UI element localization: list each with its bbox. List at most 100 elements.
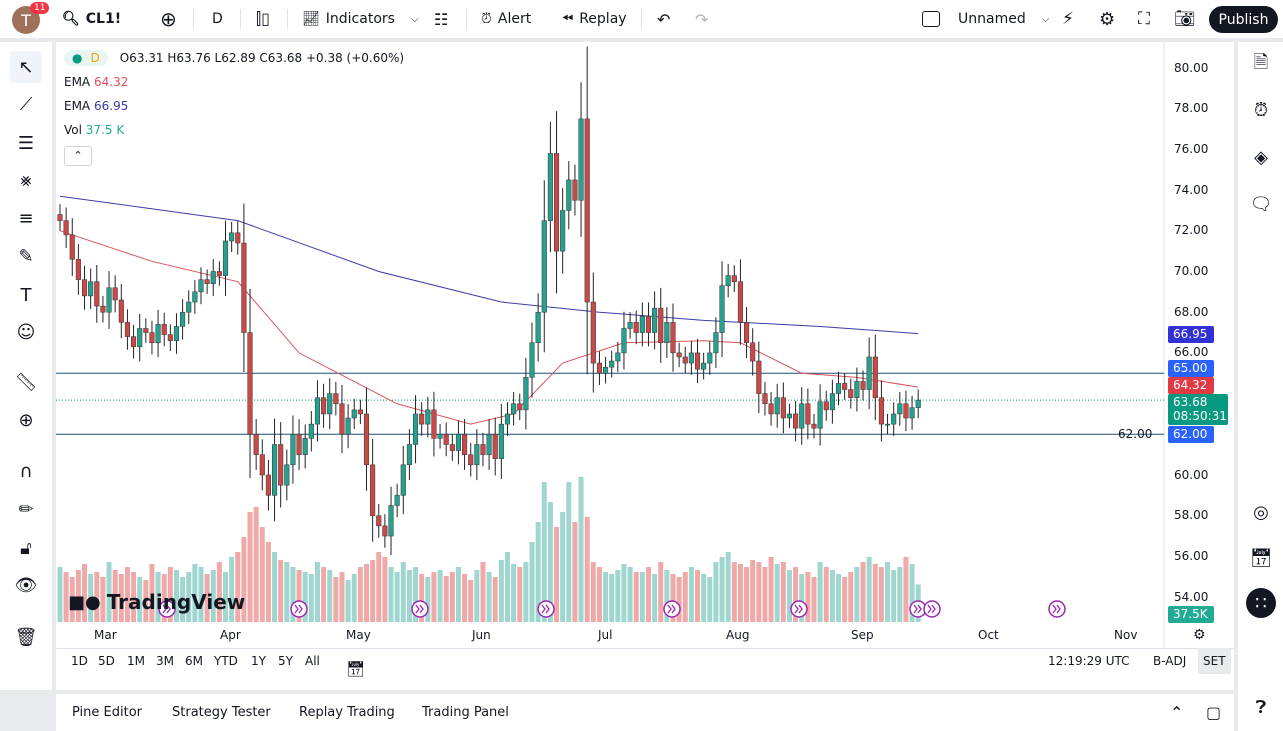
prediction-tool[interactable]: ≡ bbox=[10, 202, 42, 234]
pattern-tool[interactable]: ⨳ bbox=[10, 164, 42, 196]
layers-button[interactable]: ◈ bbox=[1246, 142, 1276, 172]
candle-body bbox=[835, 383, 842, 394]
quick-search-button[interactable]: ⚡︎ bbox=[1062, 0, 1074, 38]
apps-button[interactable]: ∷ bbox=[1246, 588, 1276, 618]
tab-strategy-tester[interactable]: Strategy Tester bbox=[172, 705, 271, 720]
stay-drawing-tool[interactable]: ✏︎ bbox=[10, 493, 42, 525]
tab-trading-panel[interactable]: Trading Panel bbox=[422, 705, 509, 720]
candle-body bbox=[173, 326, 180, 341]
volume-bar bbox=[842, 577, 848, 622]
candle-body bbox=[547, 153, 553, 221]
candle-body bbox=[118, 299, 124, 323]
candle-body bbox=[842, 383, 848, 390]
layout-menu[interactable]: Unnamed ⌵ bbox=[922, 0, 1049, 38]
candle-body bbox=[615, 352, 621, 362]
range-ytd[interactable]: YTD bbox=[214, 654, 238, 668]
y-tick-label: 68.00 bbox=[1174, 304, 1209, 319]
tradingview-logo[interactable]: ■● TradingView bbox=[68, 590, 246, 614]
compare-button[interactable]: ⊕ bbox=[160, 0, 177, 38]
market-status[interactable]: ● D bbox=[64, 50, 108, 66]
chart-type-button[interactable]: ⫿▯ bbox=[256, 0, 270, 38]
alert-button[interactable]: ⏰︎ Alert bbox=[481, 11, 532, 27]
volume-legend[interactable]: Vol 37.5 K bbox=[64, 123, 125, 137]
interval-button[interactable]: D bbox=[212, 11, 223, 27]
symbol-search[interactable]: 🔍︎ CL1! bbox=[62, 11, 122, 27]
candle-body bbox=[382, 525, 388, 537]
maximize-panel-button[interactable]: ▢ bbox=[1206, 694, 1221, 731]
icon-tool[interactable]: ☺ bbox=[10, 316, 42, 348]
y-tick-label: 60.00 bbox=[1174, 467, 1209, 482]
candle-body bbox=[658, 307, 664, 343]
calendar-button[interactable]: 📅︎ bbox=[1246, 543, 1276, 573]
templates-button[interactable]: ☷ bbox=[434, 0, 448, 38]
range-5d[interactable]: 5D bbox=[98, 654, 115, 668]
help-button[interactable]: ❓︎ bbox=[1246, 692, 1276, 722]
candle-body bbox=[186, 301, 192, 313]
hide-tool[interactable]: 👁︎ bbox=[10, 569, 42, 601]
publish-button[interactable]: Publish bbox=[1209, 6, 1278, 33]
event-arrow-icon bbox=[913, 604, 922, 614]
redo-button[interactable]: ↷ bbox=[695, 0, 708, 38]
brush-tool[interactable]: ✎ bbox=[10, 240, 42, 272]
chevron-down-icon: ⌵ bbox=[1041, 13, 1050, 25]
ema1-legend[interactable]: EMA 64.32 bbox=[64, 75, 129, 89]
lock-tool[interactable]: 🔓︎ bbox=[10, 532, 42, 564]
measure-tool[interactable]: 📏︎ bbox=[10, 366, 42, 398]
replay-button[interactable]: ⏪︎ Replay bbox=[562, 11, 627, 27]
candle-body bbox=[400, 464, 406, 496]
clock[interactable]: 12:19:29 UTC bbox=[1048, 654, 1130, 668]
remove-drawings[interactable]: 🗑︎ bbox=[10, 621, 42, 653]
candle-body bbox=[302, 438, 308, 455]
candle-body bbox=[229, 232, 235, 242]
watchlist-button[interactable]: 🗎︎ bbox=[1246, 50, 1276, 80]
alerts-button[interactable]: ⏰︎ bbox=[1246, 95, 1276, 125]
range-6m[interactable]: 6M bbox=[185, 654, 203, 668]
indicators-button[interactable]: 📈︎ Indicators ⌵ bbox=[302, 11, 419, 27]
price-chart[interactable] bbox=[56, 42, 1234, 690]
range-1d[interactable]: 1D bbox=[71, 654, 88, 668]
volume-bar bbox=[535, 522, 541, 622]
tab-replay-trading[interactable]: Replay Trading bbox=[299, 705, 395, 720]
range-5y[interactable]: 5Y bbox=[278, 654, 293, 668]
fib-tool[interactable]: ☰ bbox=[10, 127, 42, 159]
volume-bar bbox=[891, 570, 897, 622]
screenshot-button[interactable]: 📷︎ bbox=[1174, 0, 1196, 38]
candle-body bbox=[345, 417, 351, 435]
last-price-label: 63.68 08:50:31 bbox=[1168, 394, 1228, 425]
range-1y[interactable]: 1Y bbox=[251, 654, 266, 668]
cursor-arrow-icon: ↖ bbox=[18, 56, 34, 78]
candle-body bbox=[909, 407, 915, 419]
volume-bar bbox=[247, 512, 253, 622]
tab-pine-editor[interactable]: Pine Editor bbox=[72, 705, 143, 720]
candle-body bbox=[670, 322, 676, 354]
badj-toggle[interactable]: B-ADJ bbox=[1153, 654, 1187, 668]
session-toggle[interactable]: SET bbox=[1198, 648, 1231, 674]
volume-bar bbox=[167, 567, 173, 622]
date-range-button[interactable]: 📅︎ bbox=[346, 660, 365, 678]
cursor-tool[interactable]: ↖ bbox=[10, 51, 42, 83]
y-tick-label: 78.00 bbox=[1174, 101, 1209, 116]
timezone-settings-icon[interactable]: ⚙︎ bbox=[1193, 627, 1206, 643]
volume-bar bbox=[786, 570, 792, 622]
undo-button[interactable]: ↶ bbox=[657, 0, 670, 38]
volume-bar bbox=[885, 562, 891, 622]
candle-body bbox=[799, 403, 805, 429]
range-all[interactable]: All bbox=[305, 654, 320, 668]
fullscreen-button[interactable]: ⛶ bbox=[1138, 0, 1150, 38]
event-marker-icon bbox=[290, 600, 308, 618]
collapse-legend-button[interactable]: ⌃ bbox=[64, 146, 92, 166]
magnet-tool[interactable]: ∩ bbox=[10, 455, 42, 487]
chat-button[interactable]: 🗨︎ bbox=[1246, 189, 1276, 219]
ema2-legend[interactable]: EMA 66.95 bbox=[64, 99, 129, 113]
chart-pane[interactable]: ● D O63.31 H63.76 L62.89 C63.68 +0.38 (+0… bbox=[56, 42, 1234, 690]
volume-bar bbox=[431, 572, 437, 622]
zoom-tool[interactable]: ⊕ bbox=[10, 404, 42, 436]
settings-button[interactable]: ⚙︎ bbox=[1099, 0, 1115, 38]
range-3m[interactable]: 3M bbox=[156, 654, 174, 668]
trendline-tool[interactable]: ⟋ bbox=[10, 88, 42, 120]
text-tool[interactable]: T bbox=[10, 279, 42, 311]
candle-body bbox=[363, 413, 370, 466]
ideas-button[interactable]: ◎ bbox=[1246, 497, 1276, 527]
range-1m[interactable]: 1M bbox=[127, 654, 145, 668]
collapse-panel-button[interactable]: ⌃ bbox=[1170, 694, 1183, 731]
